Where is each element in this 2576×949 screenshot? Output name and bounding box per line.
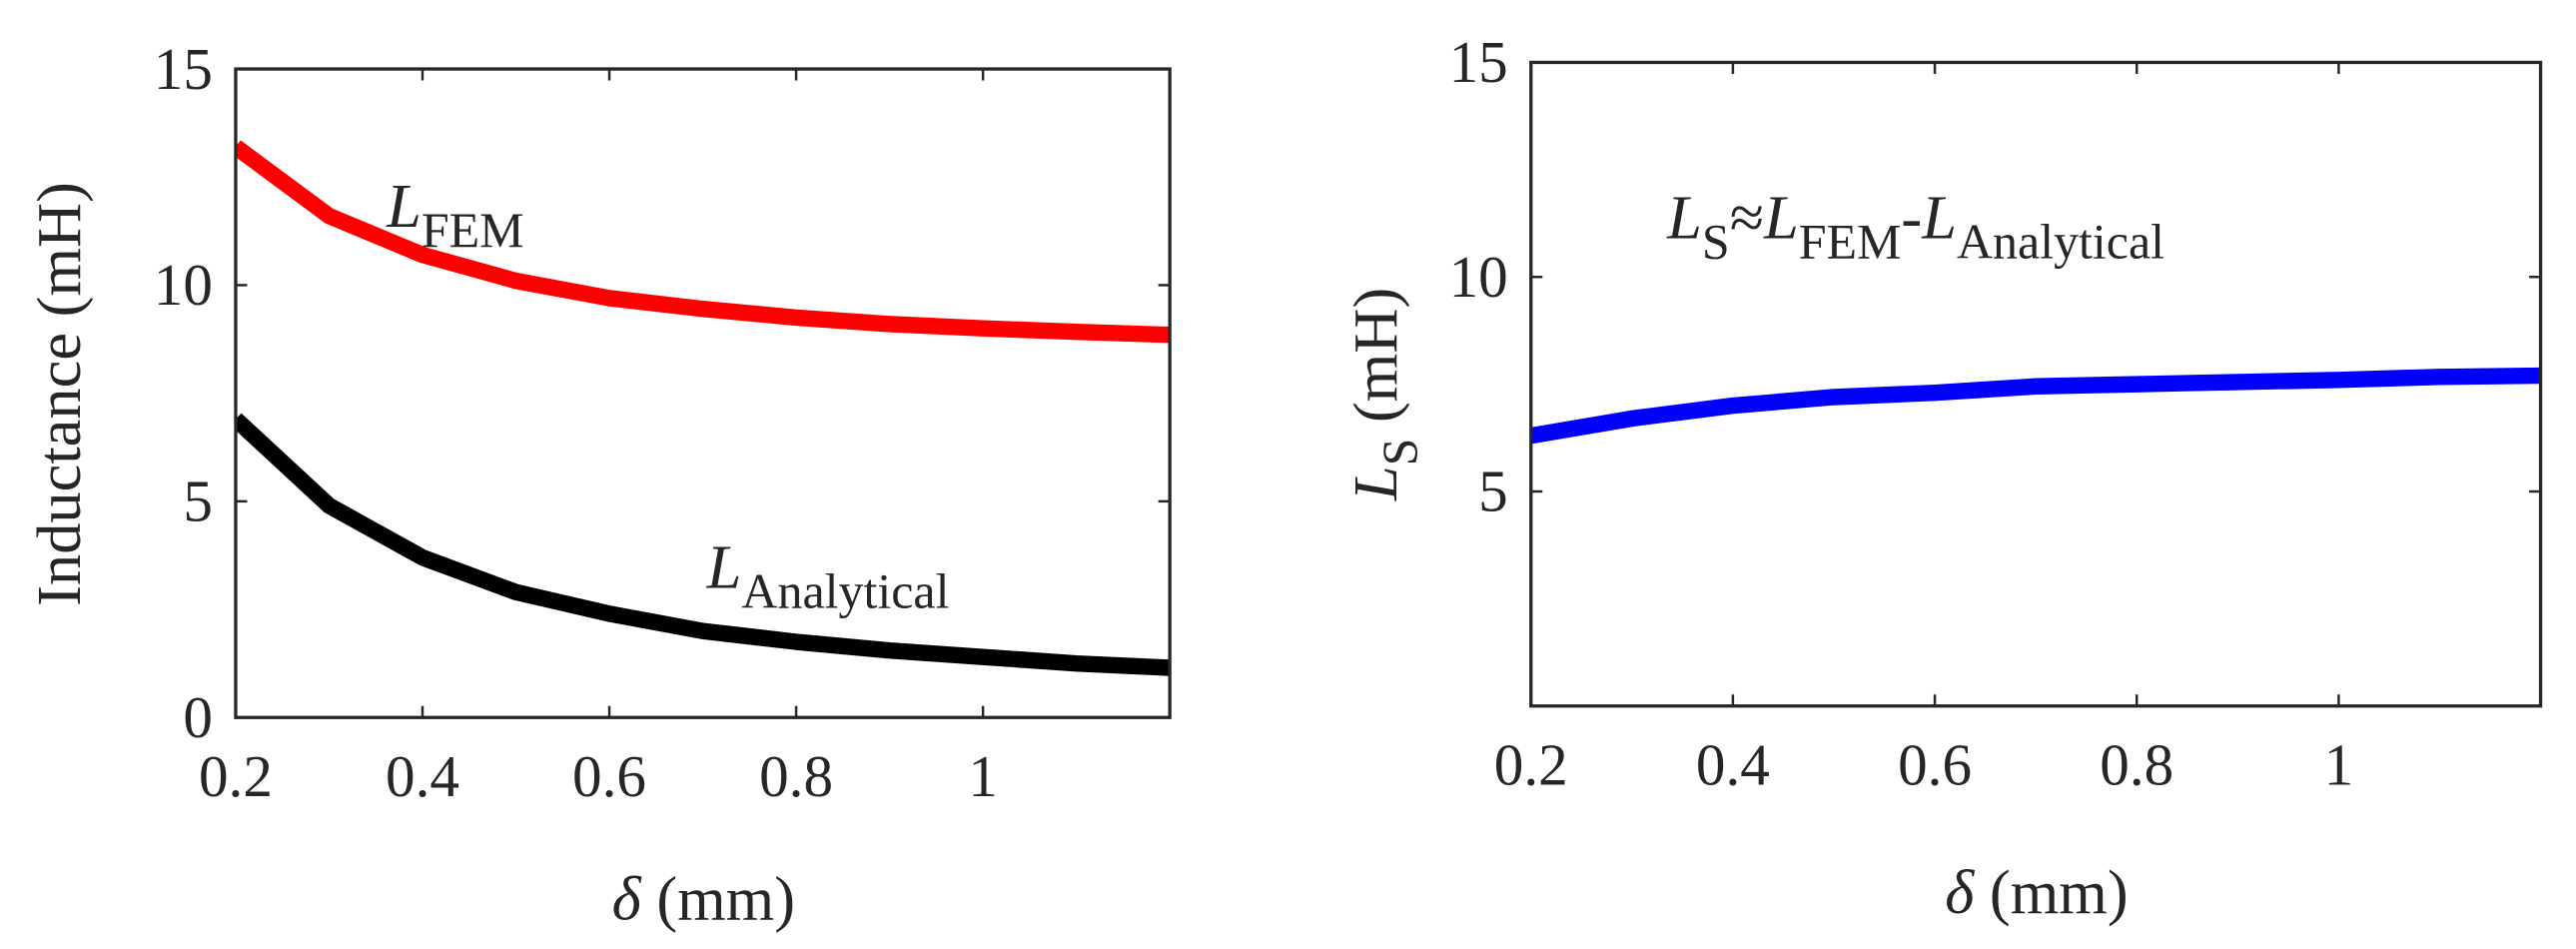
text-part: S — [1702, 213, 1730, 269]
y-tick-label: 5 — [183, 469, 213, 534]
text-part: (mH) — [1340, 288, 1410, 439]
series-line — [235, 140, 1171, 344]
text-part: FEM — [1799, 213, 1902, 269]
x-tick-label: 1 — [968, 743, 998, 809]
x-tick-label: 0.6 — [572, 743, 646, 809]
text-part: L — [1763, 182, 1799, 252]
annotation: LFEM — [386, 171, 523, 258]
x-tick-label: 0.8 — [2100, 732, 2173, 798]
text-part: L — [1340, 466, 1410, 501]
text-part: (mm) — [1974, 857, 2128, 927]
y-tick-label: 15 — [154, 36, 213, 102]
text-part: δ — [1945, 857, 1975, 927]
y-axis-label: Inductance (mH) — [24, 182, 94, 606]
x-axis-label: δ (mm) — [612, 863, 795, 933]
x-tick-label: 1 — [2324, 732, 2354, 798]
text-part: (mm) — [641, 863, 795, 933]
plot-frame — [234, 67, 1172, 719]
text-part: Analytical — [741, 562, 949, 618]
x-tick-label: 0.2 — [1494, 732, 1568, 798]
y-tick-label: 0 — [183, 684, 213, 750]
plot-frame — [1529, 60, 2543, 708]
text-part: L — [1921, 182, 1957, 252]
text-part: Analytical — [1957, 213, 2164, 269]
text-part: δ — [612, 863, 642, 933]
y-axis-label: LS (mH) — [1340, 288, 1427, 501]
text-part: L — [706, 531, 742, 601]
text-part: - — [1901, 182, 1922, 252]
x-tick-label: 0.6 — [1898, 732, 1972, 798]
annotation: LS≈LFEM-LAnalytical — [1666, 182, 2164, 269]
text-part: L — [386, 171, 422, 241]
x-axis-label: δ (mm) — [1945, 857, 2128, 927]
series-line — [235, 413, 1171, 676]
text-part: L — [1666, 182, 1702, 252]
y-tick-label: 10 — [1449, 244, 1508, 310]
y-tick-label: 15 — [1449, 29, 1508, 95]
text-part: FEM — [422, 202, 524, 258]
text-part: Inductance (mH) — [24, 182, 94, 606]
x-tick-label: 0.4 — [386, 743, 459, 809]
text-part: S — [1371, 439, 1427, 467]
y-tick-label: 5 — [1478, 459, 1508, 524]
annotation: LAnalytical — [706, 531, 950, 618]
y-tick-label: 10 — [154, 252, 213, 318]
x-tick-label: 0.2 — [199, 743, 273, 809]
x-tick-label: 0.8 — [759, 743, 833, 809]
x-tick-label: 0.4 — [1696, 732, 1770, 798]
series-line — [1530, 367, 2541, 445]
text-part: ≈ — [1730, 182, 1764, 252]
